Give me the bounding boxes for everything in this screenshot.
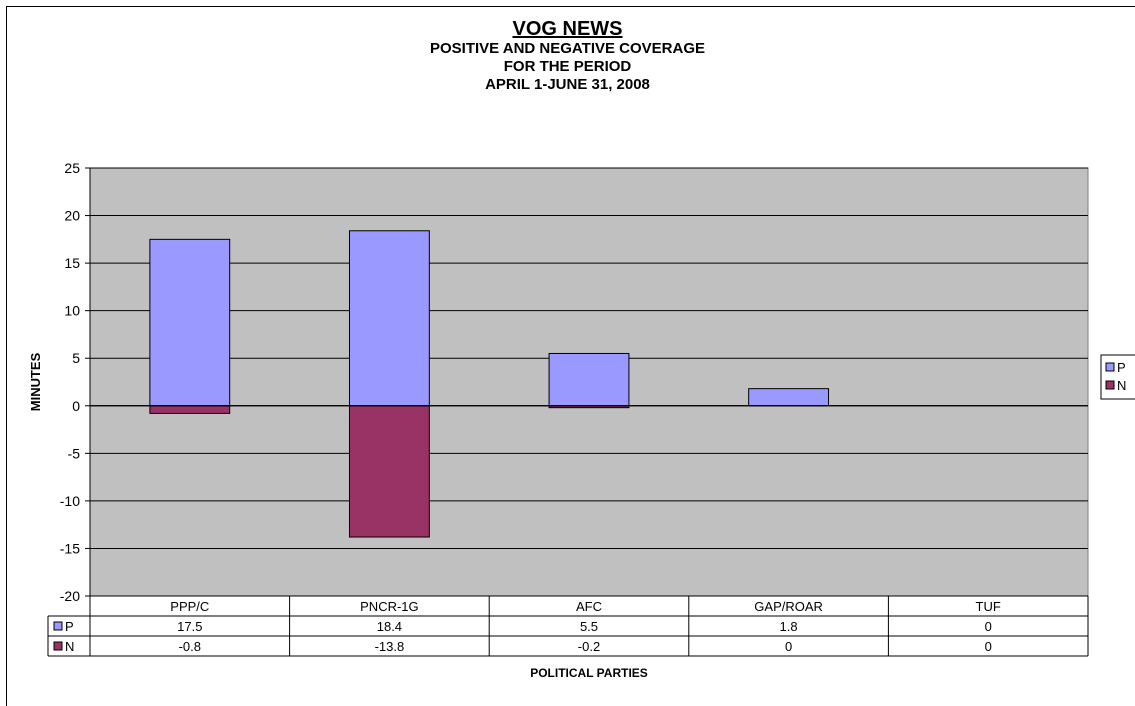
chart-titles: VOG NEWS POSITIVE AND NEGATIVE COVERAGE … (0, 18, 1135, 94)
chart-subtitle-line-3: APRIL 1-JUNE 31, 2008 (485, 76, 650, 93)
y-axis-label: MINUTES (28, 352, 43, 411)
data-label: -13.8 (375, 639, 405, 654)
y-tick-label: 5 (72, 350, 80, 366)
data-label: 0 (985, 639, 992, 654)
data-label: -0.2 (578, 639, 600, 654)
chart-title: VOG NEWS (512, 18, 623, 40)
data-label: 0 (985, 619, 992, 634)
table-series-name: P (65, 619, 74, 634)
bar-p (348, 230, 430, 407)
legend-swatch-n (1105, 380, 1115, 390)
legend-box (1100, 354, 1135, 400)
table-key-p (53, 621, 63, 631)
chart-subtitle-line-1: POSITIVE AND NEGATIVE COVERAGE (429, 40, 706, 57)
y-tick-label: 10 (64, 303, 80, 319)
y-tick-label: -20 (60, 588, 80, 604)
bar-n (348, 405, 430, 538)
legend-swatch-p (1105, 362, 1115, 372)
chart-frame (6, 6, 1135, 706)
table-key-n (53, 641, 63, 651)
legend-label-p: P (1117, 360, 1126, 375)
category-label: TUF (976, 599, 1001, 614)
chart-subtitle-line-2: FOR THE PERIOD (503, 58, 632, 75)
data-label: 17.5 (177, 619, 202, 634)
y-tick-label: -15 (60, 540, 80, 556)
bar-n (149, 405, 231, 414)
y-tick-label: 25 (64, 160, 80, 176)
legend-label-n: N (1117, 378, 1126, 393)
bar-p (149, 238, 231, 407)
data-label: 18.4 (377, 619, 402, 634)
category-label: PNCR-1G (360, 599, 419, 614)
bar-p (548, 352, 630, 407)
bar-p (748, 388, 830, 407)
table-series-name: N (65, 639, 74, 654)
data-label: 5.5 (580, 619, 598, 634)
data-label: 0 (785, 639, 792, 654)
data-label: 1.8 (780, 619, 798, 634)
y-tick-label: 0 (72, 398, 80, 414)
category-label: AFC (576, 599, 602, 614)
y-tick-label: -5 (68, 445, 81, 461)
category-label: PPP/C (170, 599, 209, 614)
x-axis-label: POLITICAL PARTIES (530, 666, 648, 680)
y-tick-label: -10 (60, 493, 80, 509)
category-label: GAP/ROAR (754, 599, 823, 614)
data-label: -0.8 (179, 639, 201, 654)
y-tick-label: 20 (64, 208, 80, 224)
y-tick-label: 15 (64, 255, 80, 271)
